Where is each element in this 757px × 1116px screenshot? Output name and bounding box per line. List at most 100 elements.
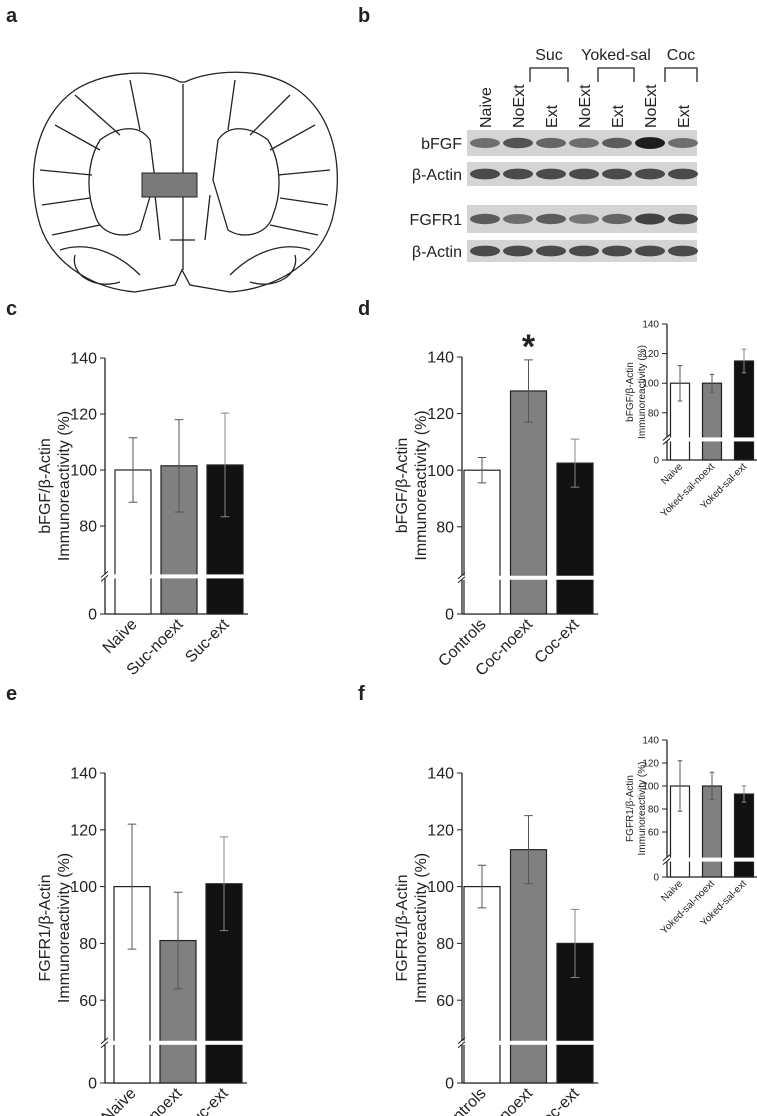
y-tick-label: 140 bbox=[70, 351, 97, 368]
y-tick-label: 80 bbox=[648, 805, 660, 816]
error-bar bbox=[570, 438, 580, 488]
bar bbox=[733, 360, 755, 461]
blot-row-label: FGFR1 bbox=[410, 212, 463, 229]
blot-row-label: β-Actin bbox=[412, 167, 462, 184]
blot-lane-label: Ext bbox=[676, 104, 693, 128]
blot-band bbox=[668, 245, 698, 257]
error-bar bbox=[219, 836, 229, 932]
axis-break bbox=[456, 575, 599, 580]
blot-band bbox=[503, 137, 533, 149]
blot-band bbox=[470, 213, 500, 225]
y-axis-label: Immunoreactivity (%) bbox=[637, 345, 648, 439]
blot-band bbox=[602, 213, 632, 225]
blot-band bbox=[470, 138, 500, 148]
y-tick-label: 0 bbox=[88, 607, 97, 624]
y-axis-label: FGFR1/β-Actin bbox=[37, 875, 54, 982]
y-axis-label: bFGF/β-Actin bbox=[37, 438, 54, 533]
error-bar bbox=[477, 456, 487, 484]
blot-lane-label: Ext bbox=[544, 104, 561, 128]
axis-break-mark bbox=[457, 572, 466, 584]
blot-lane-label: Ext bbox=[610, 104, 627, 128]
bar bbox=[733, 793, 755, 878]
blot-group-label: Coc bbox=[667, 47, 695, 64]
bar bbox=[556, 462, 594, 615]
blot-band bbox=[569, 168, 599, 180]
y-tick-label: 140 bbox=[427, 766, 454, 783]
blot-band bbox=[668, 213, 698, 225]
blot-lane-label: NoExt bbox=[643, 84, 660, 128]
error-bar bbox=[677, 364, 683, 402]
bar bbox=[509, 390, 548, 615]
y-tick-label: 0 bbox=[445, 1076, 454, 1093]
error-bar bbox=[709, 771, 715, 801]
x-tick-label: Suc-ext bbox=[181, 1085, 232, 1116]
y-axis-label: bFGF/β-Actin bbox=[625, 362, 636, 422]
x-tick-label: Coc-ext bbox=[532, 616, 583, 667]
blot-band bbox=[503, 168, 533, 180]
y-tick-label: 120 bbox=[70, 822, 97, 839]
blot-lane-label: NoExt bbox=[577, 84, 594, 128]
x-tick-label: Naive bbox=[99, 1085, 140, 1116]
axis-break bbox=[99, 574, 248, 579]
x-tick-label: Naive bbox=[659, 878, 685, 904]
blot-band bbox=[536, 168, 566, 180]
bar bbox=[509, 849, 548, 1084]
error-bar bbox=[570, 908, 580, 978]
error-bar bbox=[477, 864, 487, 909]
blot-band bbox=[536, 245, 566, 257]
significance-marker: * bbox=[522, 328, 536, 366]
y-axis-label: FGFR1/β-Actin bbox=[625, 775, 636, 842]
error-bar bbox=[127, 823, 137, 950]
y-tick-label: 0 bbox=[445, 607, 454, 624]
blot-band bbox=[635, 245, 665, 257]
panel-label: b bbox=[358, 5, 370, 27]
blot-band bbox=[668, 168, 698, 180]
y-tick-label: 140 bbox=[427, 350, 454, 367]
y-tick-label: 80 bbox=[79, 519, 97, 536]
x-tick-label: Naive bbox=[100, 616, 141, 657]
blot-band bbox=[635, 137, 665, 149]
error-bar bbox=[709, 373, 715, 393]
axis-break-mark bbox=[662, 434, 671, 445]
y-tick-label: 60 bbox=[436, 993, 454, 1010]
y-tick-label: 120 bbox=[642, 349, 659, 360]
y-tick-label: 0 bbox=[653, 456, 659, 467]
blot-band bbox=[602, 137, 632, 149]
error-bar bbox=[741, 348, 747, 374]
blot-band bbox=[635, 168, 665, 180]
y-tick-label: 100 bbox=[427, 879, 454, 896]
blot-band bbox=[602, 245, 632, 257]
blot-band bbox=[569, 245, 599, 257]
x-tick-label: Suc-ext bbox=[182, 616, 233, 667]
axis-break-mark bbox=[100, 1037, 109, 1049]
y-axis-label: Immunoreactivity (%) bbox=[413, 853, 430, 1003]
y-tick-label: 140 bbox=[642, 320, 659, 331]
blot-band bbox=[635, 213, 665, 225]
error-bar bbox=[220, 412, 230, 518]
blot-row-label: bFGF bbox=[421, 136, 462, 153]
y-tick-label: 80 bbox=[436, 519, 454, 536]
x-tick-label: Naive bbox=[659, 461, 685, 487]
y-tick-label: 100 bbox=[642, 379, 659, 390]
y-tick-label: 120 bbox=[427, 406, 454, 423]
y-axis-label: Immunoreactivity (%) bbox=[56, 411, 73, 561]
axis-break bbox=[661, 857, 757, 862]
bar bbox=[463, 885, 501, 1084]
blot-band bbox=[569, 214, 599, 224]
bar bbox=[463, 469, 501, 615]
y-tick-label: 80 bbox=[436, 936, 454, 953]
blot-lane-label: NoExt bbox=[511, 84, 528, 128]
y-tick-label: 100 bbox=[427, 463, 454, 480]
y-axis-label: FGFR1/β-Actin bbox=[394, 875, 411, 982]
axis-break bbox=[99, 1040, 247, 1045]
blot-band bbox=[536, 213, 566, 225]
y-tick-label: 60 bbox=[79, 993, 97, 1010]
blot-band bbox=[470, 168, 500, 180]
panel-label: f bbox=[358, 683, 365, 705]
blot-band bbox=[536, 137, 566, 149]
blot-band bbox=[668, 138, 698, 148]
blot-lane-label: Naive bbox=[478, 87, 495, 128]
error-bar bbox=[677, 760, 683, 812]
error-bar bbox=[741, 785, 747, 803]
